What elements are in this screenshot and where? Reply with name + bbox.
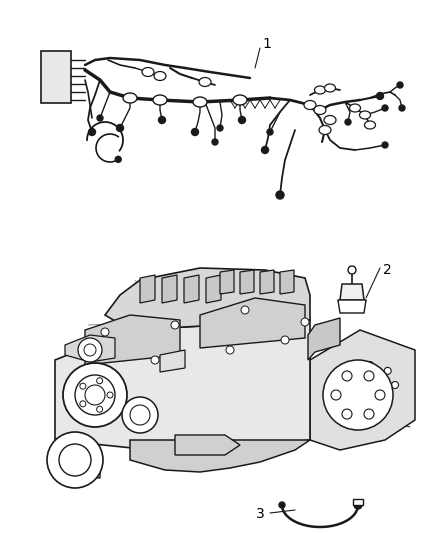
- Polygon shape: [260, 270, 274, 294]
- Circle shape: [364, 409, 374, 419]
- Ellipse shape: [360, 111, 371, 119]
- Circle shape: [349, 395, 356, 402]
- Polygon shape: [160, 350, 185, 372]
- Circle shape: [364, 371, 374, 381]
- Polygon shape: [338, 300, 366, 313]
- Circle shape: [241, 306, 249, 314]
- Circle shape: [342, 371, 352, 381]
- Polygon shape: [85, 315, 180, 365]
- Circle shape: [171, 321, 179, 329]
- Circle shape: [276, 191, 284, 199]
- Circle shape: [88, 128, 95, 135]
- Ellipse shape: [193, 97, 207, 107]
- Circle shape: [115, 156, 121, 163]
- Ellipse shape: [123, 93, 137, 103]
- Ellipse shape: [314, 106, 326, 115]
- Circle shape: [367, 361, 374, 368]
- Circle shape: [78, 338, 102, 362]
- FancyBboxPatch shape: [41, 51, 71, 103]
- Ellipse shape: [324, 116, 336, 125]
- Ellipse shape: [233, 95, 247, 105]
- Polygon shape: [184, 275, 199, 303]
- Polygon shape: [200, 298, 305, 348]
- Text: 2: 2: [383, 263, 392, 277]
- Ellipse shape: [304, 101, 316, 109]
- Circle shape: [349, 367, 356, 374]
- Circle shape: [85, 385, 105, 405]
- Circle shape: [101, 328, 109, 336]
- Circle shape: [151, 356, 159, 364]
- Ellipse shape: [142, 68, 154, 77]
- Polygon shape: [310, 330, 415, 450]
- Polygon shape: [130, 440, 310, 472]
- Circle shape: [117, 125, 124, 132]
- Circle shape: [80, 401, 86, 407]
- Ellipse shape: [350, 104, 360, 112]
- Ellipse shape: [314, 86, 325, 94]
- Circle shape: [279, 502, 285, 508]
- Circle shape: [392, 382, 399, 389]
- Circle shape: [342, 409, 352, 419]
- Circle shape: [301, 318, 309, 326]
- Circle shape: [80, 383, 86, 389]
- Circle shape: [348, 266, 356, 274]
- Polygon shape: [162, 275, 177, 303]
- Circle shape: [342, 382, 349, 389]
- Circle shape: [63, 363, 127, 427]
- Circle shape: [226, 346, 234, 354]
- Polygon shape: [55, 320, 310, 455]
- Circle shape: [345, 119, 351, 125]
- Polygon shape: [340, 284, 364, 300]
- Ellipse shape: [154, 71, 166, 80]
- Circle shape: [323, 360, 393, 430]
- Polygon shape: [65, 335, 115, 362]
- Circle shape: [97, 378, 102, 384]
- Circle shape: [159, 117, 166, 124]
- Circle shape: [382, 105, 388, 111]
- Circle shape: [367, 401, 374, 408]
- Circle shape: [97, 406, 102, 412]
- Polygon shape: [240, 270, 254, 294]
- Polygon shape: [206, 275, 221, 303]
- Circle shape: [331, 390, 341, 400]
- Polygon shape: [308, 318, 340, 360]
- Ellipse shape: [199, 77, 211, 86]
- Circle shape: [59, 444, 91, 476]
- Ellipse shape: [325, 84, 336, 92]
- Ellipse shape: [364, 121, 375, 129]
- Polygon shape: [280, 270, 294, 294]
- Circle shape: [97, 115, 103, 121]
- Polygon shape: [140, 275, 155, 303]
- Circle shape: [261, 147, 268, 154]
- Circle shape: [354, 501, 362, 509]
- Circle shape: [384, 367, 391, 374]
- Circle shape: [107, 392, 113, 398]
- Circle shape: [375, 390, 385, 400]
- Polygon shape: [175, 435, 240, 455]
- Circle shape: [47, 432, 103, 488]
- Bar: [353, 499, 363, 505]
- Ellipse shape: [153, 95, 167, 105]
- Circle shape: [281, 336, 289, 344]
- Circle shape: [75, 375, 115, 415]
- Circle shape: [191, 128, 198, 135]
- Circle shape: [399, 105, 405, 111]
- Circle shape: [217, 125, 223, 131]
- Circle shape: [130, 405, 150, 425]
- Circle shape: [122, 397, 158, 433]
- Polygon shape: [220, 270, 234, 294]
- Text: 1: 1: [262, 37, 271, 51]
- Circle shape: [239, 117, 246, 124]
- Ellipse shape: [319, 125, 331, 134]
- Polygon shape: [105, 268, 310, 330]
- Circle shape: [384, 395, 391, 402]
- Circle shape: [382, 142, 388, 148]
- Circle shape: [267, 129, 273, 135]
- Text: 3: 3: [256, 507, 265, 521]
- Circle shape: [397, 82, 403, 88]
- Circle shape: [377, 93, 384, 100]
- Polygon shape: [55, 458, 100, 478]
- Circle shape: [84, 344, 96, 356]
- Circle shape: [212, 139, 218, 145]
